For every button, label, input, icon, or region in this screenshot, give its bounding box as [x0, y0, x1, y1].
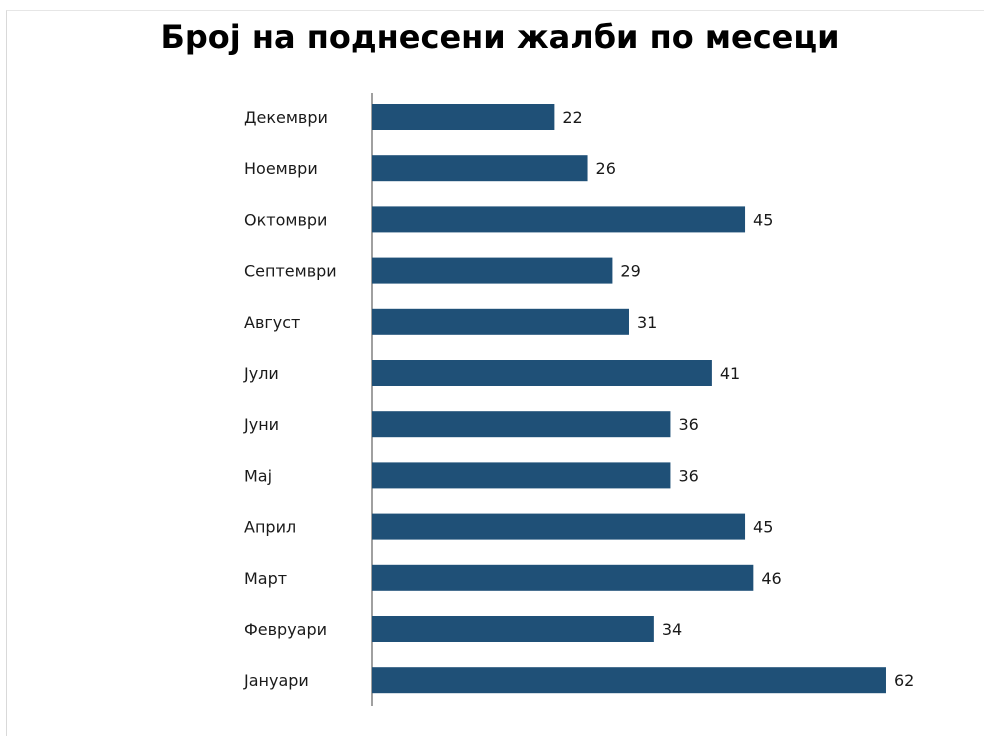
- chart-title: Број на поднесени жалби по месеци: [160, 18, 840, 56]
- bar-10: [372, 564, 754, 591]
- category-label: Февруари: [244, 620, 327, 639]
- category-label: Март: [244, 569, 287, 588]
- bar-2: [372, 155, 588, 182]
- value-label: 31: [637, 313, 657, 332]
- bar-12: [372, 667, 886, 694]
- value-label: 62: [894, 671, 914, 690]
- value-label: 45: [753, 210, 773, 229]
- category-label: Јуни: [243, 415, 279, 434]
- bars-layer: Декември 22 Ноември 26 Октомври 45 Септември 29…: [243, 104, 914, 694]
- bar-11: [372, 616, 654, 642]
- category-label: Јануари: [243, 671, 309, 690]
- bar-7: [372, 411, 671, 438]
- value-label: 41: [720, 364, 740, 383]
- value-label: 29: [620, 262, 640, 281]
- bar-6: [372, 360, 712, 386]
- bar-9: [372, 513, 746, 540]
- category-label: Декември: [244, 108, 328, 127]
- bar-1: [372, 104, 555, 130]
- value-label: 36: [678, 466, 698, 485]
- category-label: Септември: [244, 262, 337, 281]
- category-label: Април: [244, 518, 296, 537]
- value-label: 45: [753, 518, 773, 537]
- value-label: 26: [596, 159, 616, 178]
- value-label: 34: [662, 620, 682, 639]
- bar-5: [372, 308, 629, 335]
- value-label: 36: [678, 415, 698, 434]
- category-label: Август: [244, 313, 300, 332]
- bar-4: [372, 257, 613, 284]
- bar-8: [372, 462, 671, 489]
- category-label: Октомври: [244, 210, 327, 229]
- value-label: 22: [562, 108, 582, 127]
- category-label: Ноември: [244, 159, 318, 178]
- value-label: 46: [761, 569, 781, 588]
- category-label: Јули: [243, 364, 279, 383]
- category-label: Мај: [244, 466, 272, 485]
- bar-3: [372, 206, 746, 233]
